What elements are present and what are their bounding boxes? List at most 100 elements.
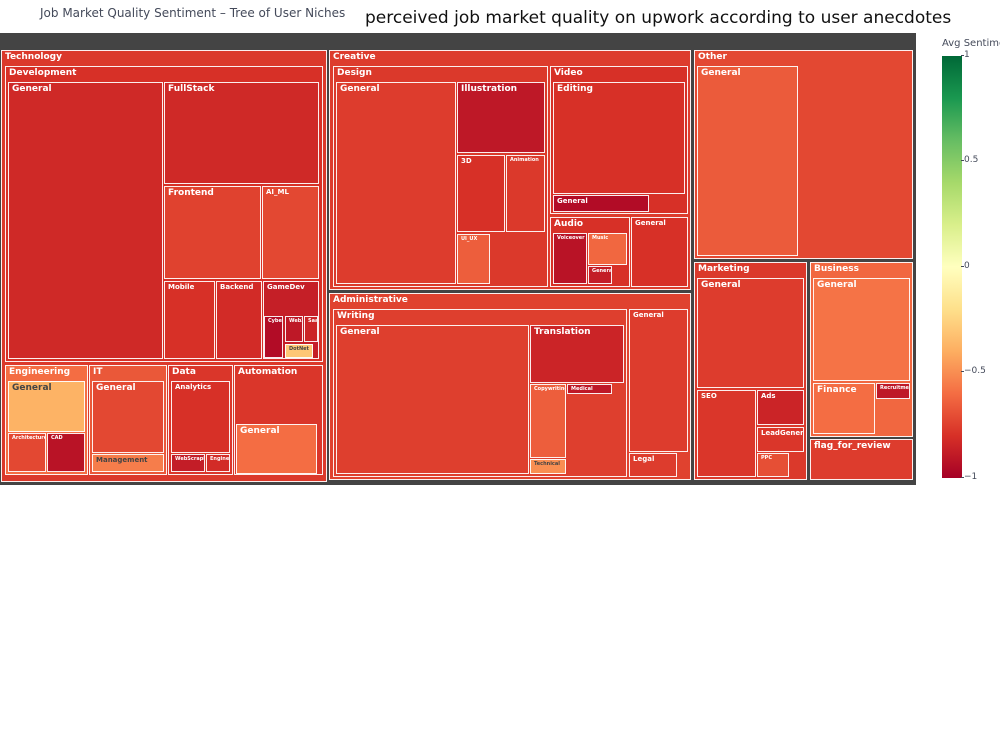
treemap-node-marketing-ppc[interactable]: PPC	[757, 453, 789, 477]
treemap-node-creative-audio-music[interactable]: Music	[588, 233, 627, 265]
treemap-node-administrative-writing-medical[interactable]: Medical	[567, 384, 612, 394]
treemap-node-label: General	[240, 426, 280, 436]
treemap-node-technology-development-gamedev-web3[interactable]: Web3	[285, 316, 303, 342]
colorbar-tick: 0	[961, 261, 970, 271]
treemap-node-technology-development-mobile[interactable]: Mobile	[164, 281, 215, 359]
treemap-node-label: Editing	[557, 84, 593, 94]
treemap-node-creative-audio-voiceover[interactable]: Voiceover	[553, 233, 587, 284]
treemap-node-label: AI_ML	[266, 188, 289, 196]
treemap-node-label: General	[633, 311, 664, 319]
treemap-node-label: Recruitment	[880, 385, 909, 391]
treemap-node-creative-design-animation[interactable]: Animation	[506, 155, 545, 232]
treemap[interactable]: Technology Development General FullStack Fro…	[0, 33, 916, 485]
treemap-node-creative-design-general[interactable]: General	[336, 82, 456, 284]
treemap-node-label: Ads	[761, 392, 776, 400]
treemap-node-label: LeadGeneration	[761, 429, 804, 437]
treemap-node-label: General	[96, 383, 136, 393]
treemap-node-label: General	[340, 84, 380, 94]
treemap-node-label: flag_for_review	[814, 441, 891, 451]
treemap-node-administrative-legal[interactable]: Legal	[629, 453, 677, 477]
colorbar-tick: −0.5	[961, 366, 986, 376]
treemap-node-label: Technology	[5, 52, 62, 62]
treemap-node-label: SaaS	[308, 318, 317, 324]
treemap-node-creative-general[interactable]: General	[631, 217, 688, 287]
treemap-node-label: DotNet	[289, 346, 309, 352]
treemap-node-flag-for-review[interactable]: flag_for_review	[810, 439, 913, 480]
colorbar: Avg Sentime 1 0.5 0 −0.5 −1	[930, 38, 1000, 488]
colorbar-title: Avg Sentime	[942, 38, 1000, 49]
treemap-node-marketing-seo[interactable]: SEO	[697, 390, 756, 477]
treemap-node-label: Legal	[633, 455, 655, 463]
treemap-node-business-recruitment[interactable]: Recruitment	[876, 383, 910, 399]
treemap-node-label: Music	[592, 235, 609, 241]
treemap-node-technology-it-general[interactable]: General	[92, 381, 164, 453]
treemap-node-label: Data	[172, 367, 196, 377]
treemap-node-creative-video-general[interactable]: General	[553, 195, 649, 212]
treemap-node-label: Other	[698, 52, 727, 62]
treemap-node-label: Engineering	[9, 367, 71, 377]
treemap-node-technology-engineering-architecture[interactable]: Architecture	[8, 433, 46, 472]
treemap-node-label: Animation	[510, 157, 539, 163]
treemap-node-business-general[interactable]: General	[813, 278, 910, 381]
treemap-node-label: General	[12, 383, 52, 393]
treemap-node-label: Writing	[337, 311, 375, 321]
treemap-node-label: Illustration	[461, 84, 518, 94]
treemap-node-label: Translation	[534, 327, 591, 337]
treemap-node-technology-development-gamedev-saas[interactable]: SaaS	[304, 316, 318, 342]
treemap-node-label: Engineering	[210, 456, 230, 462]
treemap-node-technology-development-frontend[interactable]: Frontend	[164, 186, 261, 279]
treemap-node-label: Architecture	[12, 435, 46, 441]
treemap-node-technology-automation-general[interactable]: General	[236, 424, 317, 474]
treemap-node-creative-design-illustration[interactable]: Illustration	[457, 82, 545, 153]
treemap-node-label: GameDev	[267, 283, 305, 291]
treemap-node-label: UI_UX	[461, 236, 478, 242]
treemap-node-creative-design-3d[interactable]: 3D	[457, 155, 505, 232]
treemap-node-technology-engineering-cad[interactable]: CAD	[47, 433, 85, 472]
treemap-node-creative-video-editing[interactable]: Editing	[553, 82, 685, 194]
treemap-node-technology-development-general[interactable]: General	[8, 82, 163, 359]
treemap-node-technology-it-management[interactable]: Management	[92, 454, 164, 472]
treemap-node-other-general[interactable]: General	[697, 66, 798, 256]
treemap-node-label: General	[592, 268, 612, 274]
colorbar-tick: 1	[961, 50, 970, 60]
treemap-node-label: Frontend	[168, 188, 214, 198]
colorbar-tick: −1	[960, 472, 978, 482]
treemap-node-technology-data-analytics[interactable]: Analytics	[171, 381, 230, 453]
treemap-node-label: Mobile	[168, 283, 195, 291]
treemap-node-label: General	[817, 280, 857, 290]
treemap-node-label: Medical	[571, 386, 593, 392]
treemap-node-marketing-ads[interactable]: Ads	[757, 390, 804, 425]
treemap-node-marketing-general[interactable]: General	[697, 278, 804, 388]
treemap-node-label: Web3	[289, 318, 302, 324]
treemap-node-label: Video	[554, 68, 583, 78]
treemap-node-technology-data-webscraping[interactable]: WebScraping	[171, 454, 205, 472]
treemap-node-administrative-writing-technical[interactable]: Technical	[530, 459, 566, 474]
treemap-node-technology-development-backend[interactable]: Backend	[216, 281, 262, 359]
treemap-node-label: WebScraping	[175, 456, 204, 462]
treemap-node-label: General	[12, 84, 52, 94]
treemap-node-label: Finance	[817, 385, 857, 395]
treemap-node-technology-development-fullstack[interactable]: FullStack	[164, 82, 319, 184]
treemap-node-creative-design-ui-ux[interactable]: UI_UX	[457, 234, 490, 284]
treemap-node-administrative-writing-copywriting[interactable]: Copywriting	[530, 384, 566, 458]
treemap-node-label: Audio	[554, 219, 584, 229]
treemap-node-technology-development-ai-ml[interactable]: AI_ML	[262, 186, 319, 279]
treemap-node-label: General	[557, 197, 588, 205]
treemap-node-administrative-writing-translation[interactable]: Translation	[530, 325, 624, 383]
treemap-node-label: General	[340, 327, 380, 337]
treemap-node-administrative-general[interactable]: General	[629, 309, 688, 452]
treemap-node-technology-engineering-general[interactable]: General	[8, 381, 85, 432]
treemap-node-label: General	[701, 280, 741, 290]
treemap-node-administrative-writing-general[interactable]: General	[336, 325, 529, 474]
treemap-node-label: Design	[337, 68, 372, 78]
treemap-node-creative-audio-general[interactable]: General	[588, 266, 612, 284]
treemap-node-business-finance[interactable]: Finance	[813, 383, 875, 434]
treemap-node-label: FullStack	[168, 84, 215, 94]
treemap-node-label: CAD	[51, 435, 63, 441]
treemap-node-label: Management	[96, 456, 148, 464]
treemap-node-technology-development-gamedev-dotnet[interactable]: DotNet	[285, 344, 313, 358]
treemap-node-technology-data-engineering[interactable]: Engineering	[206, 454, 230, 472]
treemap-node-technology-development-gamedev-cybersecurity[interactable]: Cybersecurity	[264, 316, 283, 358]
treemap-node-marketing-leadgeneration[interactable]: LeadGeneration	[757, 427, 804, 452]
colorbar-gradient	[942, 56, 962, 478]
